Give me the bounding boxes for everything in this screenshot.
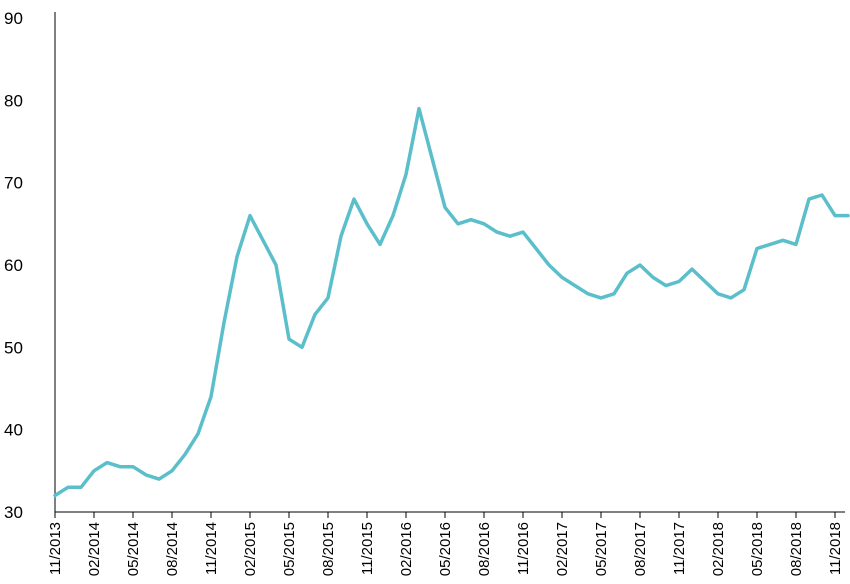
x-tick-label: 05/2014 bbox=[125, 522, 142, 576]
x-tick-label: 02/2017 bbox=[554, 522, 571, 576]
x-tick-label: 05/2015 bbox=[281, 522, 298, 576]
x-tick-label: 11/2018 bbox=[827, 522, 844, 575]
y-tick-label: 90 bbox=[4, 9, 23, 28]
y-tick-label: 60 bbox=[4, 256, 23, 275]
y-tick-label: 80 bbox=[4, 91, 23, 110]
x-tick-label: 08/2015 bbox=[320, 522, 337, 576]
x-tick-label: 11/2015 bbox=[359, 522, 376, 575]
y-tick-label: 40 bbox=[4, 421, 23, 440]
x-tick-label: 02/2015 bbox=[242, 522, 259, 576]
y-tick-label: 30 bbox=[4, 503, 23, 522]
x-axis-ticks: 11/2013 02/2014 05/2014 08/2014 11/2014 02/20… bbox=[47, 512, 844, 576]
series-group bbox=[53, 106, 850, 498]
x-tick-label: 11/2013 bbox=[47, 522, 64, 575]
x-tick-label: 08/2017 bbox=[632, 522, 649, 576]
y-tick-label: 70 bbox=[4, 174, 23, 193]
y-tick-label: 50 bbox=[4, 338, 23, 357]
series-line-0 bbox=[53, 106, 850, 498]
x-tick-label: 08/2014 bbox=[164, 522, 181, 576]
x-tick-label: 05/2017 bbox=[593, 522, 610, 576]
x-tick-label: 11/2016 bbox=[515, 522, 532, 575]
x-tick-label: 05/2018 bbox=[749, 522, 766, 576]
x-tick-label: 02/2018 bbox=[710, 522, 727, 576]
x-tick-label: 02/2016 bbox=[398, 522, 415, 576]
x-tick-label: 08/2016 bbox=[476, 522, 493, 576]
x-tick-label: 11/2017 bbox=[671, 522, 688, 575]
x-tick-label: 08/2018 bbox=[788, 522, 805, 576]
x-tick-label: 05/2016 bbox=[437, 522, 454, 576]
y-axis-ticks: 30 40 50 60 70 80 90 bbox=[4, 9, 23, 522]
x-tick-label: 11/2014 bbox=[203, 522, 220, 575]
axes bbox=[54, 12, 845, 513]
x-tick-label: 02/2014 bbox=[86, 522, 103, 576]
